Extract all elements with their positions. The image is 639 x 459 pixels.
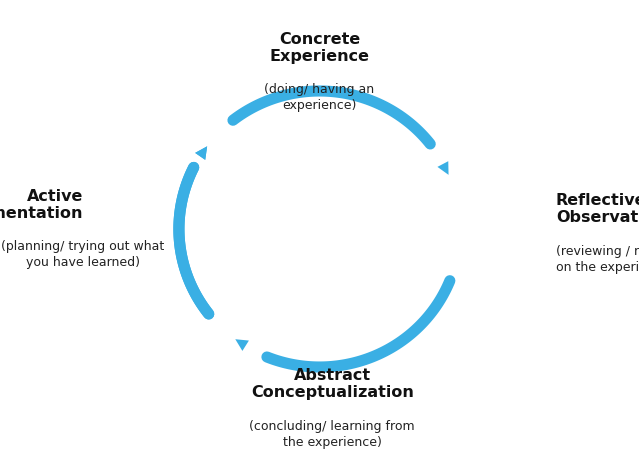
Text: Abstract
Conceptualization: Abstract Conceptualization: [251, 367, 413, 399]
Text: (doing/ having an
experience): (doing/ having an experience): [265, 83, 374, 112]
Text: Reflective
Observation: Reflective Observation: [556, 193, 639, 225]
Text: (planning/ trying out what
you have learned): (planning/ trying out what you have lear…: [1, 240, 165, 269]
Text: (reviewing / reflecting
on the experience): (reviewing / reflecting on the experienc…: [556, 244, 639, 273]
Text: Active
Experimentation: Active Experimentation: [0, 188, 83, 220]
Text: Concrete
Experience: Concrete Experience: [270, 32, 369, 64]
Text: (concluding/ learning from
the experience): (concluding/ learning from the experienc…: [249, 419, 415, 448]
